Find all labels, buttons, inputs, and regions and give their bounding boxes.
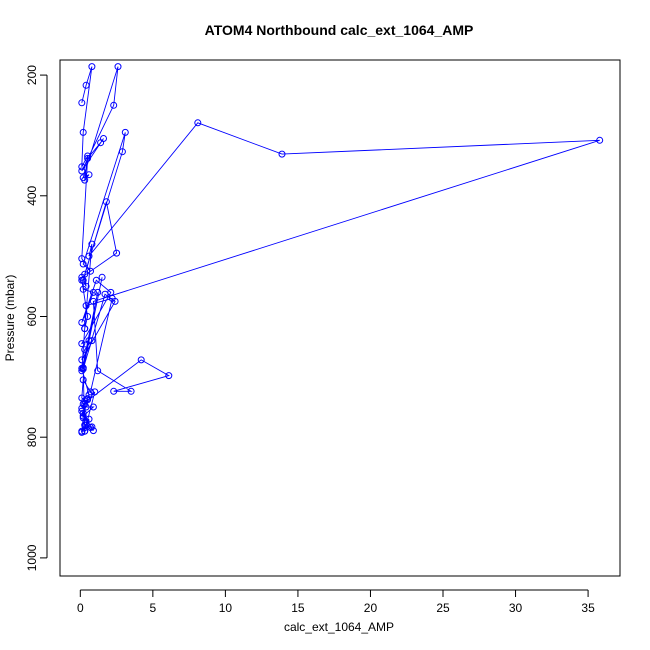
data-point — [82, 418, 90, 425]
data-point — [78, 163, 86, 171]
data-point — [194, 119, 202, 127]
data-point — [88, 337, 96, 345]
data-point — [85, 337, 93, 345]
data-point — [137, 356, 145, 364]
data-point — [85, 391, 93, 399]
x-tick-label: 25 — [436, 601, 450, 615]
data-point — [88, 63, 96, 71]
x-tick-label: 30 — [509, 601, 523, 615]
data-layer — [78, 63, 604, 436]
x-tick-label: 0 — [77, 601, 84, 615]
y-tick-label: 1000 — [25, 544, 39, 571]
x-tick-label: 5 — [150, 601, 157, 615]
data-point — [596, 136, 604, 144]
y-axis-label: Pressure (mbar) — [3, 275, 17, 362]
data-point — [79, 285, 87, 293]
data-point — [81, 421, 89, 429]
data-point — [79, 364, 87, 372]
data-point — [127, 387, 135, 395]
data-point — [87, 267, 94, 275]
data-point — [79, 376, 87, 384]
data-point — [79, 174, 87, 182]
data-point — [110, 101, 118, 109]
data-point — [118, 148, 126, 156]
y-tick-label: 800 — [25, 427, 39, 447]
data-point — [101, 290, 109, 298]
data-point — [121, 128, 129, 136]
x-tick-label: 10 — [219, 601, 233, 615]
data-point — [113, 249, 121, 257]
data-point — [114, 63, 122, 71]
plot-frame — [59, 59, 621, 577]
data-point — [98, 273, 106, 281]
data-point — [78, 340, 86, 348]
data-point — [79, 260, 87, 268]
data-point — [82, 302, 90, 310]
data-point — [94, 288, 102, 296]
data-point — [108, 294, 116, 302]
data-point — [84, 313, 92, 320]
data-point — [78, 276, 86, 284]
data-point — [110, 387, 118, 395]
x-tick-label: 15 — [291, 601, 305, 615]
data-point — [89, 403, 97, 411]
data-point — [84, 395, 92, 403]
data-point — [88, 423, 96, 431]
x-axis-label: calc_ext_1064_AMP — [284, 620, 394, 634]
data-point — [85, 252, 93, 260]
y-axis: 200 400 600 800 1000 — [25, 65, 48, 571]
data-point — [278, 150, 286, 158]
data-point — [81, 346, 89, 354]
series-line — [80, 66, 600, 433]
data-point — [97, 139, 105, 147]
data-point — [102, 198, 110, 206]
data-point — [78, 407, 86, 415]
data-point — [79, 128, 87, 136]
data-point — [79, 400, 87, 408]
x-axis: 0 5 10 15 20 25 30 35 — [77, 589, 595, 615]
data-point — [84, 152, 92, 160]
data-point — [165, 372, 173, 380]
y-tick-label: 600 — [25, 306, 39, 326]
data-point — [89, 288, 97, 296]
data-point — [78, 319, 86, 326]
y-tick-label: 400 — [25, 185, 39, 205]
data-point — [78, 99, 86, 107]
data-point — [92, 276, 100, 284]
data-point — [89, 427, 97, 435]
data-point — [78, 356, 86, 364]
chart-title: ATOM4 Northbound calc_ext_1064_AMP — [205, 22, 474, 38]
data-point — [88, 240, 96, 248]
data-point — [84, 154, 92, 162]
data-point — [81, 325, 89, 333]
data-point — [89, 297, 97, 305]
x-tick-label: 20 — [364, 601, 378, 615]
data-point — [82, 81, 90, 89]
data-point — [91, 388, 99, 396]
data-point — [85, 171, 93, 179]
data-point — [78, 273, 86, 281]
data-point — [78, 167, 86, 175]
data-point — [79, 409, 87, 417]
x-tick-label: 35 — [581, 601, 595, 615]
y-tick-label: 200 — [25, 65, 39, 85]
data-point — [94, 367, 102, 375]
